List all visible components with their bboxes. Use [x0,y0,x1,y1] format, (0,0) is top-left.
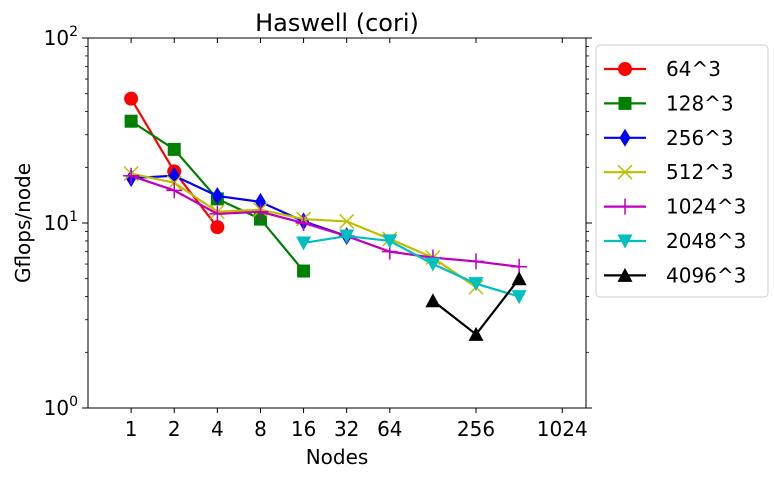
data-point [210,220,225,235]
legend-label: 512^3 [666,160,734,184]
data-point [124,91,139,106]
data-point [167,142,181,156]
x-tick-label: 32 [334,417,359,441]
data-point [339,229,355,244]
y-axis-label: Gflops/node [11,163,35,283]
legend-marker [617,267,633,282]
series-2048-3 [296,229,527,305]
data-point [425,257,441,272]
series-4096-3 [425,271,527,341]
plot-series [123,91,528,341]
data-point [511,290,527,305]
series-64-3 [124,91,225,235]
series-line [130,174,520,268]
data-point [468,277,484,292]
data-point [297,264,311,278]
data-point [124,114,138,128]
legend-label: 128^3 [666,91,734,115]
axis-ticks: 1 2 4 8 16 32 64 256 1024 100 101 102 [44,24,592,441]
legend-marker [618,96,632,110]
x-axis-label: Nodes [306,445,369,469]
y-tick-label: 102 [44,24,78,50]
legend: 64^3 128^3 256^3 512^3 1024^3 2048^3 4096^3 [595,44,769,298]
x-tick-label: 1 [125,417,138,441]
legend-marker [617,164,633,180]
x-tick-label: 2 [168,417,181,441]
legend-marker [617,234,633,249]
x-tick-label: 8 [254,417,267,441]
data-point [296,236,312,251]
data-point [339,213,355,229]
x-tick-label: 4 [211,417,224,441]
data-point [123,167,140,184]
legend-label: 4096^3 [666,263,746,287]
x-tick-label: 64 [377,417,402,441]
plot-frame [87,37,587,409]
x-tick-label: 256 [457,417,495,441]
data-point [468,253,485,270]
data-point [209,205,226,222]
y-tick-label: 101 [44,209,78,235]
y-tick-label: 100 [44,394,78,420]
series-line [303,234,520,298]
data-point [425,293,441,308]
data-point [252,203,269,220]
legend-marker [619,128,631,147]
legend-label: 256^3 [666,126,734,150]
data-point [382,234,398,249]
x-tick-label: 16 [291,417,316,441]
data-point [511,271,527,286]
legend-label: 2048^3 [666,229,746,253]
legend-box [595,44,769,298]
x-tick-label: 1024 [537,417,588,441]
series-256-3 [125,166,353,246]
chart-title: Haswell (cori) [255,9,419,37]
data-point [211,186,223,205]
data-point [166,182,183,199]
legend-marker [618,62,632,76]
legend-label: 1024^3 [666,195,746,219]
data-point [295,215,312,231]
legend-marker [617,198,633,215]
data-point [468,326,484,341]
legend-label: 64^3 [666,57,721,81]
